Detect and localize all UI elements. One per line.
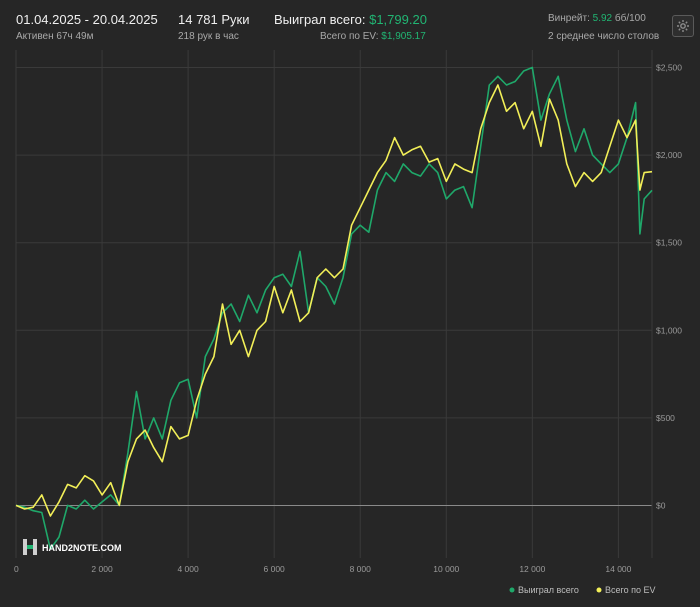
legend-item-ev[interactable]: Всего по EV [596,585,656,595]
ev-total: Всего по EV: $1,905.17 [320,31,426,42]
series-line-won [15,66,653,550]
hands-count: 14 781 Руки [178,12,250,27]
x-tick-label: 2 000 [91,564,113,574]
date-range[interactable]: 01.04.2025 - 20.04.2025 [16,12,158,27]
y-tick-label: $2,000 [656,150,682,160]
x-tick-label: 0 [14,564,19,574]
won-total-label: Выиграл всего: [274,12,366,27]
logo-text: HAND2NOTE.COM [42,543,122,553]
winrate-label: Винрейт: [548,13,590,24]
legend-won-label: Выиграл всего [518,585,579,595]
won-total: Выиграл всего: $1,799.20 [274,12,427,27]
settings-button[interactable] [672,15,694,37]
winrate-value: 5.92 [592,13,613,24]
legend: Выиграл всего Всего по EV [509,585,656,595]
y-axis: $0 $500 $1,000 $1,500 $2,000 $2,500 [656,63,682,511]
series-line-ev [15,84,653,517]
y-tick-label: $1,000 [656,325,682,335]
x-tick-label: 10 000 [433,564,459,574]
y-tick-label: $0 [656,500,666,510]
x-tick-label: 12 000 [519,564,545,574]
hand2note-logo: HAND2NOTE.COM [23,539,122,555]
x-tick-label: 8 000 [350,564,372,574]
legend-won-marker [509,587,515,593]
y-tick-label: $1,500 [656,238,682,248]
series-lines [15,66,653,550]
hands-per-hour: 218 рук в час [178,31,239,42]
winrate-unit: бб/100 [614,13,646,24]
avg-tables: 2 среднее число столов [548,31,660,42]
chart-grid [15,50,653,558]
winrate: Винрейт: 5.92 бб/100 [548,13,646,24]
ev-total-value: $1,905.17 [381,31,426,42]
y-tick-label: $500 [656,413,675,423]
y-tick-label: $2,500 [656,63,682,73]
gear-icon [677,20,689,32]
legend-ev-marker [596,587,602,593]
profit-chart: $0 $500 $1,000 $1,500 $2,000 $2,500 0 2 000 4 0… [14,50,682,595]
x-tick-label: 14 000 [605,564,631,574]
active-time: Активен 67ч 49м [16,31,94,42]
x-axis: 0 2 000 4 000 6 000 8 000 10 000 12 000 14 000 [14,564,632,574]
stats-header: 01.04.2025 - 20.04.2025 Активен 67ч 49м … [0,0,700,48]
ev-total-label: Всего по EV: [320,31,379,42]
x-tick-label: 6 000 [264,564,286,574]
legend-ev-label: Всего по EV [605,585,655,595]
won-total-value: $1,799.20 [369,12,427,27]
x-tick-label: 4 000 [177,564,199,574]
legend-item-won[interactable]: Выиграл всего [509,585,579,595]
